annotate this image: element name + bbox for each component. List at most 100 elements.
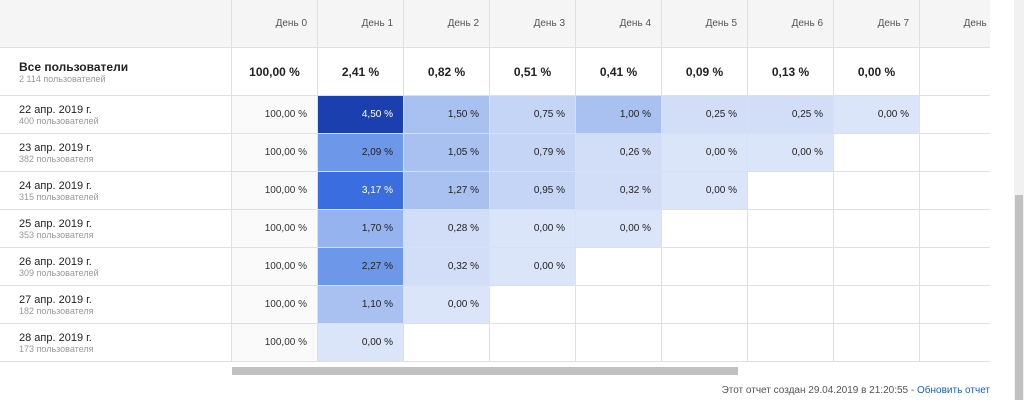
row-title: 24 апр. 2019 г. bbox=[19, 179, 92, 192]
cohort-cell bbox=[662, 324, 748, 362]
day-header: День 7 bbox=[834, 0, 920, 48]
cohort-cell bbox=[920, 324, 990, 362]
cohort-cell: 0,32 % bbox=[576, 172, 662, 210]
cohort-cell: 0,00 % bbox=[748, 134, 834, 172]
cohort-cell: 0,28 % bbox=[404, 210, 490, 248]
row-subtitle: 2 114 пользователей bbox=[19, 73, 106, 84]
total-cell: 100,00 % bbox=[232, 48, 318, 96]
cohort-cell bbox=[920, 96, 990, 134]
row-subtitle: 173 пользователя bbox=[19, 343, 94, 354]
cohort-cell bbox=[920, 210, 990, 248]
cohort-cell: 100,00 % bbox=[232, 248, 318, 286]
cohort-cell: 2,09 % bbox=[318, 134, 404, 172]
cohort-cell bbox=[920, 286, 990, 324]
total-cell: 0,51 % bbox=[490, 48, 576, 96]
cohort-cell: 1,50 % bbox=[404, 96, 490, 134]
cohort-cell: 0,00 % bbox=[662, 134, 748, 172]
row-title: 27 апр. 2019 г. bbox=[19, 293, 92, 306]
cohort-cell bbox=[490, 286, 576, 324]
row-title: 28 апр. 2019 г. bbox=[19, 331, 92, 344]
total-cell: 0,09 % bbox=[662, 48, 748, 96]
cohort-cell: 3,17 % bbox=[318, 172, 404, 210]
cohort-cell: 0,00 % bbox=[404, 286, 490, 324]
cohort-cell bbox=[748, 248, 834, 286]
header-corner bbox=[0, 0, 232, 48]
cohort-cell: 0,00 % bbox=[318, 324, 404, 362]
cohort-cell bbox=[662, 210, 748, 248]
cohort-cell: 0,79 % bbox=[490, 134, 576, 172]
footer-text: Этот отчет создан 29.04.2019 в 21:20:55 … bbox=[721, 385, 915, 396]
day-header: День 2 bbox=[404, 0, 490, 48]
row-title: 26 апр. 2019 г. bbox=[19, 255, 92, 268]
cohort-cell: 1,00 % bbox=[576, 96, 662, 134]
row-title: 22 апр. 2019 г. bbox=[19, 103, 92, 116]
cohort-cell: 0,00 % bbox=[490, 248, 576, 286]
day-header: День 4 bbox=[576, 0, 662, 48]
day-header: День 1 bbox=[318, 0, 404, 48]
cohort-cell bbox=[662, 248, 748, 286]
cohort-cell: 0,25 % bbox=[662, 96, 748, 134]
cohort-cell bbox=[576, 286, 662, 324]
day-header: День 6 bbox=[748, 0, 834, 48]
cohort-cell bbox=[662, 286, 748, 324]
total-cell: 2,41 % bbox=[318, 48, 404, 96]
row-subtitle: 182 пользователя bbox=[19, 305, 94, 316]
row-subtitle: 353 пользователя bbox=[19, 229, 94, 240]
cohort-cell bbox=[490, 324, 576, 362]
row-label: 28 апр. 2019 г. 173 пользователя bbox=[0, 324, 232, 362]
day-header: День 8 bbox=[920, 0, 990, 48]
day-header: День 0 bbox=[232, 0, 318, 48]
cohort-cell: 0,00 % bbox=[576, 210, 662, 248]
cohort-cell bbox=[920, 172, 990, 210]
scroll-thumb[interactable] bbox=[1015, 195, 1023, 400]
cohort-cell bbox=[920, 134, 990, 172]
row-title: 25 апр. 2019 г. bbox=[19, 217, 92, 230]
cohort-cell: 0,95 % bbox=[490, 172, 576, 210]
row-subtitle: 400 пользователей bbox=[19, 115, 99, 126]
refresh-link[interactable]: Обновить отчет bbox=[917, 385, 990, 396]
total-cell: 0,82 % bbox=[404, 48, 490, 96]
cohort-cell: 1,27 % bbox=[404, 172, 490, 210]
cohort-cell bbox=[834, 324, 920, 362]
day-header: День 3 bbox=[490, 0, 576, 48]
row-label: 27 апр. 2019 г. 182 пользователя bbox=[0, 286, 232, 324]
cohort-cell: 0,00 % bbox=[662, 172, 748, 210]
footer: Этот отчет создан 29.04.2019 в 21:20:55 … bbox=[722, 385, 990, 396]
cohort-cell: 0,75 % bbox=[490, 96, 576, 134]
cohort-cell: 100,00 % bbox=[232, 96, 318, 134]
cohort-cell: 1,70 % bbox=[318, 210, 404, 248]
horizontal-scrollbar[interactable] bbox=[232, 367, 738, 375]
cohort-cell: 2,27 % bbox=[318, 248, 404, 286]
row-title: Все пользователи bbox=[19, 59, 129, 74]
row-subtitle: 309 пользователей bbox=[19, 267, 99, 278]
cohort-cell bbox=[834, 172, 920, 210]
cohort-cell bbox=[748, 210, 834, 248]
row-title: 23 апр. 2019 г. bbox=[19, 141, 92, 154]
cohort-cell bbox=[834, 134, 920, 172]
cohort-cell: 0,00 % bbox=[490, 210, 576, 248]
day-header: День 5 bbox=[662, 0, 748, 48]
cohort-cell bbox=[748, 324, 834, 362]
cohort-cell: 1,10 % bbox=[318, 286, 404, 324]
cohort-cell: 100,00 % bbox=[232, 286, 318, 324]
cohort-cell: 100,00 % bbox=[232, 134, 318, 172]
cohort-cell: 1,05 % bbox=[404, 134, 490, 172]
cohort-cell: 0,00 % bbox=[834, 96, 920, 134]
cohort-cell: 4,50 % bbox=[318, 96, 404, 134]
cohort-cell bbox=[576, 324, 662, 362]
total-cell: 0,13 % bbox=[748, 48, 834, 96]
row-label: 22 апр. 2019 г. 400 пользователей bbox=[0, 96, 232, 134]
cohort-cell: 0,32 % bbox=[404, 248, 490, 286]
cohort-cell: 0,26 % bbox=[576, 134, 662, 172]
cohort-cell bbox=[576, 248, 662, 286]
cohort-table: День 0 День 1 День 2 День 3 День 4 День 5 День… bbox=[0, 0, 990, 362]
cohort-cell: 0,25 % bbox=[748, 96, 834, 134]
cohort-cell bbox=[834, 210, 920, 248]
cohort-cell: 100,00 % bbox=[232, 172, 318, 210]
cohort-cell bbox=[748, 286, 834, 324]
row-label: 24 апр. 2019 г. 315 пользователей bbox=[0, 172, 232, 210]
row-label: 23 апр. 2019 г. 382 пользователя bbox=[0, 134, 232, 172]
cohort-cell bbox=[920, 248, 990, 286]
row-label: 25 апр. 2019 г. 353 пользователя bbox=[0, 210, 232, 248]
